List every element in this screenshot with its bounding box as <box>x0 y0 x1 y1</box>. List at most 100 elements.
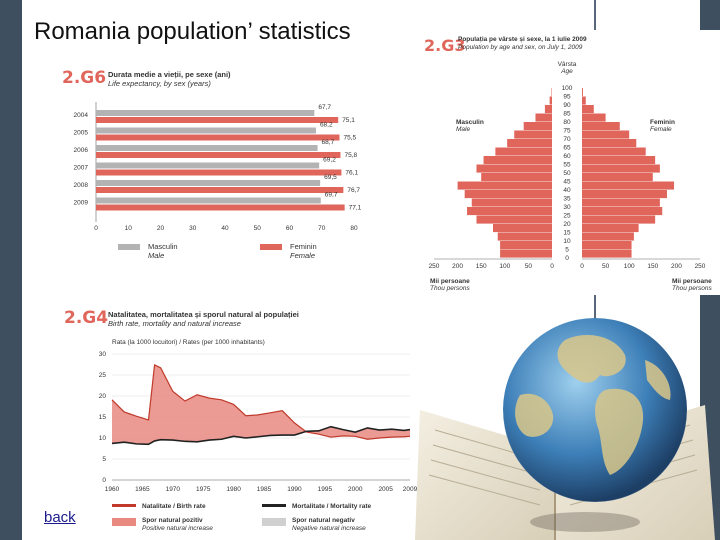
age-tick-label: 80 <box>563 119 571 126</box>
chart-code: 2.G3 <box>424 36 466 55</box>
bar-male <box>96 197 321 204</box>
age-tick-label: 45 <box>563 179 571 186</box>
data-label-female: 76,1 <box>345 170 358 177</box>
age-tick-label: 65 <box>563 145 571 152</box>
bar-female <box>96 117 339 123</box>
population-pyramid-panel: 2.G3 Populația pe vârste și sexe, la 1 i… <box>410 30 720 295</box>
age-tick-label: 75 <box>563 128 571 135</box>
x-tick-label: 250 <box>695 263 706 270</box>
bar-female <box>582 207 663 216</box>
x-tick-label: 200 <box>452 263 463 270</box>
mortality-line <box>111 425 411 446</box>
chart-code: 2.G4 <box>64 308 109 328</box>
natality-panel: 2.G4 Natalitatea, mortalitatea și sporul… <box>58 300 430 540</box>
bar-male <box>500 241 552 250</box>
bar-female <box>582 96 586 105</box>
natality-chart: Rata (la 1000 locuitori) / Rates (per 10… <box>99 339 418 532</box>
bar-female <box>582 241 632 250</box>
x-tick-label: 1960 <box>105 486 120 493</box>
x-tick-label: 250 <box>429 263 440 270</box>
bar-female <box>582 113 606 122</box>
legend-swatch-female <box>260 244 282 250</box>
natural-increase-area <box>112 364 410 445</box>
bar-male <box>476 215 552 224</box>
bar-male <box>96 127 316 134</box>
category-label: 2008 <box>74 182 89 189</box>
age-label-en: Age <box>560 68 573 75</box>
legend-birth: Natalitate / Birth rate <box>142 503 206 510</box>
right-unit-label: Mii persoane <box>672 278 712 285</box>
chart-code: 2.G6 <box>62 68 107 88</box>
back-link[interactable]: back <box>44 509 76 526</box>
bar-male <box>481 173 552 182</box>
y-tick-label: 25 <box>99 372 107 379</box>
x-tick-label: 2005 <box>378 486 393 493</box>
data-label-male: 69,5 <box>324 174 337 181</box>
x-tick-label: 0 <box>580 263 584 270</box>
bar-female <box>582 156 656 165</box>
chart-title-ro: Natalitatea, mortalitatea și sporul natu… <box>108 310 299 319</box>
x-tick-label: 150 <box>647 263 658 270</box>
legend-positive-en: Positive natural increase <box>142 525 213 532</box>
bar-male <box>549 96 552 105</box>
bar-male <box>96 110 315 116</box>
bar-male <box>497 232 552 241</box>
male-label-en: Male <box>456 126 470 133</box>
population-pyramid-chart: VârstaAge0510152025303540455055606570758… <box>429 61 713 292</box>
bar-male <box>476 164 552 173</box>
category-label: 2004 <box>74 112 89 119</box>
y-tick-label: 5 <box>102 456 106 463</box>
age-tick-label: 10 <box>563 238 571 245</box>
chart-title: Populația pe vârste și sexe, la 1 iulie … <box>458 36 587 52</box>
age-tick-label: 70 <box>563 136 571 143</box>
x-tick-label: 30 <box>189 225 197 232</box>
bar-male <box>96 162 320 169</box>
category-label: 2007 <box>74 165 89 172</box>
legend-male-en: Male <box>148 251 165 260</box>
legend-positive: Spor natural pozitiv <box>142 517 203 524</box>
birth-rate-line <box>111 364 411 440</box>
data-label-male: 68,7 <box>322 139 335 146</box>
bar-male <box>483 156 552 165</box>
x-tick-label: 2000 <box>348 486 363 493</box>
legend-negative: Spor natural negativ <box>292 517 355 524</box>
age-tick-label: 25 <box>563 213 571 220</box>
legend-female: Feminin Female <box>290 242 317 260</box>
bar-female <box>96 187 344 193</box>
y-tick-label: 15 <box>99 414 107 421</box>
chart-title: Natalitatea, mortalitatea și sporul natu… <box>108 310 299 328</box>
age-label-ro: Vârsta <box>558 61 577 68</box>
life-expectancy-chart: 0 10 20 30 40 50 60 70 80 2004 67,7 75,1 2005 68,2 75,… <box>74 102 362 232</box>
bar-female <box>582 122 620 131</box>
slide-title: Romania population’ statistics <box>34 18 351 45</box>
bar-female <box>582 105 594 114</box>
x-tick-label: 100 <box>499 263 510 270</box>
age-tick-label: 95 <box>563 94 571 101</box>
x-tick-label: 50 <box>254 225 262 232</box>
x-tick-label: 1965 <box>135 486 150 493</box>
bar-female <box>582 181 675 190</box>
data-label-female: 77,1 <box>349 205 362 212</box>
bar-female <box>582 147 646 156</box>
chart-title: Durata medie a vieții, pe sexe (ani) Lif… <box>108 70 231 88</box>
data-label-female: 75,8 <box>344 152 357 159</box>
male-label: Masculin <box>456 119 484 126</box>
y-tick-label: 10 <box>99 435 107 442</box>
left-unit-label-en: Thou persons <box>430 285 470 292</box>
x-tick-label: 60 <box>286 225 294 232</box>
age-tick-label: 60 <box>563 153 571 160</box>
data-label-male: 67,7 <box>318 104 331 111</box>
bar-female <box>582 249 632 258</box>
legend-female-ro: Feminin <box>290 242 317 251</box>
bar-male <box>464 190 552 199</box>
bar-female <box>96 169 342 176</box>
x-tick-label: 2009 <box>403 486 418 493</box>
bar-female <box>582 198 660 207</box>
data-label-male: 69,2 <box>323 157 336 164</box>
data-label-female: 76,7 <box>347 187 360 194</box>
bar-female <box>582 130 630 139</box>
x-tick-label: 50 <box>602 263 610 270</box>
bar-male <box>544 105 552 114</box>
life-expectancy-panel: 2.G6 Durata medie a vieții, pe sexe (ani… <box>58 62 378 267</box>
globe-icon <box>503 318 687 502</box>
